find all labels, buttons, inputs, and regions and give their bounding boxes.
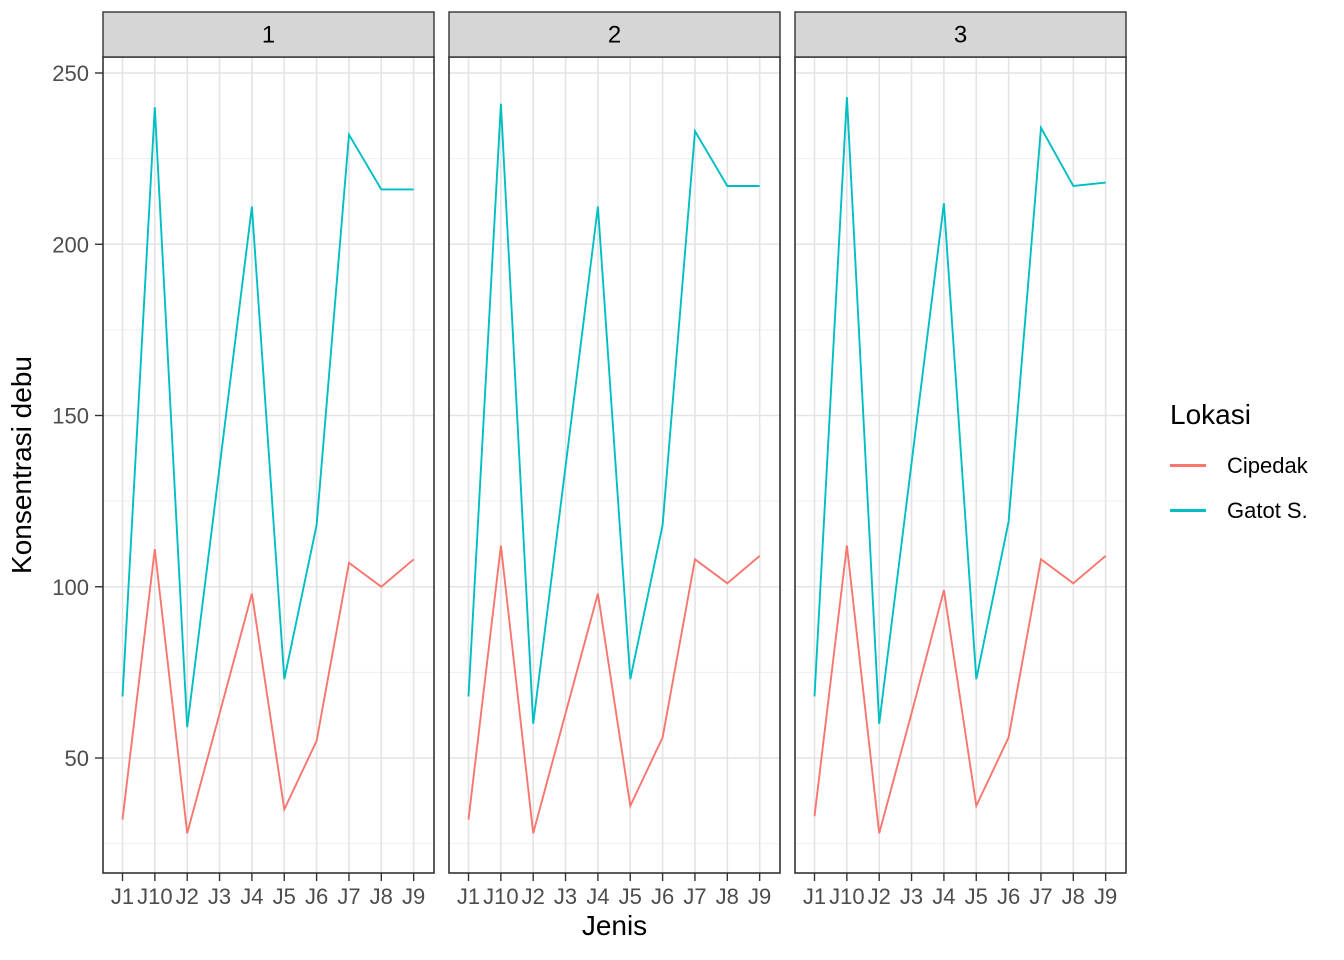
legend-key-line — [1170, 509, 1206, 512]
x-tick-label: J9 — [748, 884, 771, 909]
x-tick-label: J7 — [1029, 884, 1052, 909]
line-cipedak — [467, 545, 761, 834]
x-tick-label: J3 — [208, 884, 231, 909]
x-tick-label: J6 — [305, 884, 328, 909]
x-tick-label: J8 — [370, 884, 393, 909]
legend-title: Lokasi — [1170, 399, 1251, 430]
x-tick-label: J5 — [273, 884, 296, 909]
x-tick-label: J3 — [554, 884, 577, 909]
facet-strip — [102, 11, 435, 58]
x-tick-label: J4 — [240, 884, 263, 909]
legend-items: Cipedak Gatot S. — [1170, 443, 1308, 533]
x-tick-label: J1 — [803, 884, 826, 909]
legend: Lokasi Cipedak Gatot S. — [1170, 400, 1308, 533]
facet-strip — [794, 11, 1127, 58]
y-tick-label: 200 — [52, 232, 89, 257]
legend-item-gatot-s: Gatot S. — [1170, 488, 1308, 533]
y-tick-label: 100 — [52, 575, 89, 600]
y-tick-label: 150 — [52, 404, 89, 429]
x-tick-label: J8 — [716, 884, 739, 909]
panel-background — [449, 57, 780, 873]
y-tick-label: 50 — [65, 746, 89, 771]
line-gatot-s — [813, 96, 1106, 724]
legend-label: Cipedak — [1227, 452, 1308, 478]
x-tick-label: J7 — [337, 884, 360, 909]
x-tick-label: J4 — [586, 884, 609, 909]
panel-background — [795, 57, 1126, 873]
line-cipedak — [813, 545, 1107, 834]
x-tick-label: J5 — [965, 884, 988, 909]
x-tick-label: J2 — [176, 884, 199, 909]
line-gatot-s — [467, 103, 760, 724]
facet-strip — [448, 11, 781, 58]
x-tick-label: J6 — [997, 884, 1020, 909]
x-tick-label: J1 — [457, 884, 480, 909]
x-tick-label: J2 — [522, 884, 545, 909]
x-tick-label: J1 — [111, 884, 134, 909]
x-tick-label: J6 — [651, 884, 674, 909]
x-tick-label: J2 — [868, 884, 891, 909]
x-tick-label: J9 — [1094, 884, 1117, 909]
y-tick-label: 250 — [52, 61, 89, 86]
y-axis-title: Konsentrasi debu — [6, 356, 37, 574]
x-tick-label: J10 — [829, 884, 864, 909]
x-tick-label: J8 — [1062, 884, 1085, 909]
x-tick-label: J10 — [137, 884, 172, 909]
line-cipedak — [121, 548, 415, 834]
x-tick-label: J7 — [683, 884, 706, 909]
legend-item-cipedak: Cipedak — [1170, 443, 1308, 488]
line-gatot-s — [121, 107, 414, 728]
x-tick-label: J10 — [483, 884, 518, 909]
facet-strip-label: 3 — [954, 22, 967, 49]
legend-label: Gatot S. — [1227, 497, 1308, 523]
x-tick-label: J4 — [932, 884, 955, 909]
x-tick-label: J9 — [402, 884, 425, 909]
x-tick-label: J3 — [900, 884, 923, 909]
x-tick-label: J5 — [619, 884, 642, 909]
facet-strip-label: 2 — [608, 22, 621, 49]
legend-key-line — [1170, 464, 1206, 467]
facet-strip-label: 1 — [262, 22, 275, 49]
panel-background — [103, 57, 434, 873]
x-axis-title: Jenis — [581, 910, 648, 941]
